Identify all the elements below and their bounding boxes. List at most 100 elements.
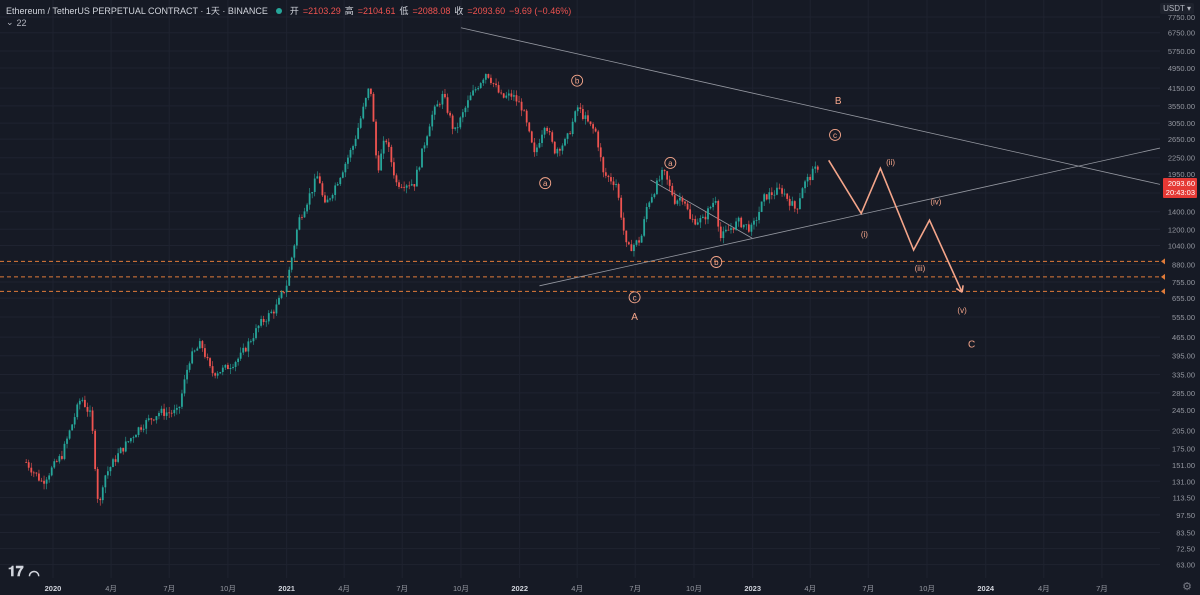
candle-body <box>500 92 503 94</box>
low-value: =2088.08 <box>412 5 451 16</box>
candle-body <box>349 149 352 158</box>
wave-label: (v) <box>957 306 967 315</box>
candle-body <box>686 203 689 210</box>
candle-body <box>763 194 766 202</box>
candle-body <box>656 180 658 195</box>
candle-body <box>324 195 326 203</box>
candle-body <box>436 104 439 107</box>
candle-body <box>170 412 173 414</box>
wave-label: (ii) <box>886 158 895 167</box>
support-marker <box>1161 273 1165 280</box>
candle-body <box>630 244 633 252</box>
x-tick-label: 4月 <box>105 584 117 593</box>
candle-body <box>142 428 145 430</box>
candle-body <box>773 194 776 196</box>
candle-body <box>132 437 135 439</box>
candle-body <box>528 122 531 132</box>
y-tick-label: 655.00 <box>1172 294 1195 303</box>
candle-body <box>438 104 441 106</box>
candle-body <box>691 218 694 220</box>
support-marker <box>1161 258 1165 265</box>
candle-body <box>423 145 426 149</box>
candle-body <box>81 399 84 401</box>
candle-body <box>410 184 413 186</box>
candle-body <box>375 121 377 156</box>
symbol-header: Ethereum / TetherUS PERPETUAL CONTRACT ·… <box>6 4 571 17</box>
candle-body <box>712 202 715 208</box>
tradingview-logo-icon[interactable]: 𝟏𝟕 ⌒ <box>8 564 40 580</box>
candle-body <box>796 208 799 210</box>
wave-label: (i) <box>861 230 868 239</box>
candle-body <box>234 362 237 367</box>
candle-body <box>94 430 97 470</box>
y-tick-label: 2650.00 <box>1168 135 1195 144</box>
time-axis[interactable]: 2020 4月 7月 10月 2021 4月 7月 10月 2022 4月 7月 10月 2023 4月 7… <box>45 584 1108 593</box>
candle-body <box>806 176 809 182</box>
gear-icon[interactable]: ⚙ <box>1182 581 1192 593</box>
wave-label: c <box>633 293 637 302</box>
y-tick-label: 1200.00 <box>1168 225 1195 234</box>
candle-body <box>150 418 153 420</box>
candle-body <box>38 473 40 481</box>
y-tick-label: 83.50 <box>1176 529 1195 538</box>
low-label: 低 <box>399 6 409 16</box>
candle-body <box>155 416 158 421</box>
candle-body <box>357 127 360 139</box>
candle-body <box>587 115 589 122</box>
candle-body <box>768 192 771 200</box>
y-tick-label: 555.00 <box>1172 313 1195 322</box>
candle-body <box>232 366 234 368</box>
candle-body <box>513 95 515 97</box>
candle-body <box>372 93 375 122</box>
candle-body <box>492 83 495 84</box>
symbol-title[interactable]: Ethereum / TetherUS PERPETUAL CONTRACT ·… <box>6 6 268 16</box>
candle-body <box>188 363 191 370</box>
candle-body <box>472 90 474 96</box>
candle-body <box>387 142 390 147</box>
candle-body <box>247 341 250 352</box>
currency-selector[interactable]: USDT ▾ <box>1160 3 1194 14</box>
candle-body <box>760 201 763 212</box>
candle-body <box>643 219 646 236</box>
candle-body <box>168 412 171 414</box>
candle-body <box>671 185 674 196</box>
candle-body <box>76 404 79 418</box>
candle-body <box>196 348 199 351</box>
candle-body <box>696 222 699 225</box>
candle-body <box>257 325 260 329</box>
candle-body <box>661 169 663 180</box>
y-tick-label: 205.00 <box>1172 426 1195 435</box>
indicator-row[interactable]: ⌄ 22 <box>6 17 27 28</box>
candle-body <box>408 185 411 187</box>
chevron-down-icon[interactable]: ⌄ <box>6 17 14 27</box>
candle-body <box>479 83 482 89</box>
y-tick-label: 3550.00 <box>1168 102 1195 111</box>
candle-body <box>520 101 523 111</box>
candle-body <box>433 106 436 115</box>
candle-body <box>704 216 707 220</box>
candle-body <box>175 408 178 410</box>
candle-body <box>27 462 30 468</box>
candle-body <box>495 83 497 86</box>
candle-body <box>336 184 339 186</box>
candle-body <box>163 408 165 416</box>
candle-body <box>648 202 651 208</box>
candle-body <box>701 216 704 219</box>
candle-body <box>707 208 709 220</box>
candle-body <box>740 217 743 228</box>
candle-body <box>193 350 196 352</box>
candle-body <box>574 111 577 122</box>
candle-body <box>638 240 640 243</box>
wave-label: a <box>668 159 673 168</box>
candle-body <box>658 179 661 181</box>
candle-body <box>191 351 194 364</box>
candle-body <box>558 148 561 151</box>
open-label: 开 <box>289 6 299 16</box>
candle-body <box>548 131 551 133</box>
candle-body <box>303 211 306 218</box>
price-axis[interactable]: 63.00 72.50 83.50 97.50 113.50 131.00 151.00 17… <box>1168 13 1195 570</box>
candle-body <box>461 112 464 118</box>
candle-body <box>109 467 112 472</box>
last-price: 2093.60 <box>1167 179 1195 188</box>
